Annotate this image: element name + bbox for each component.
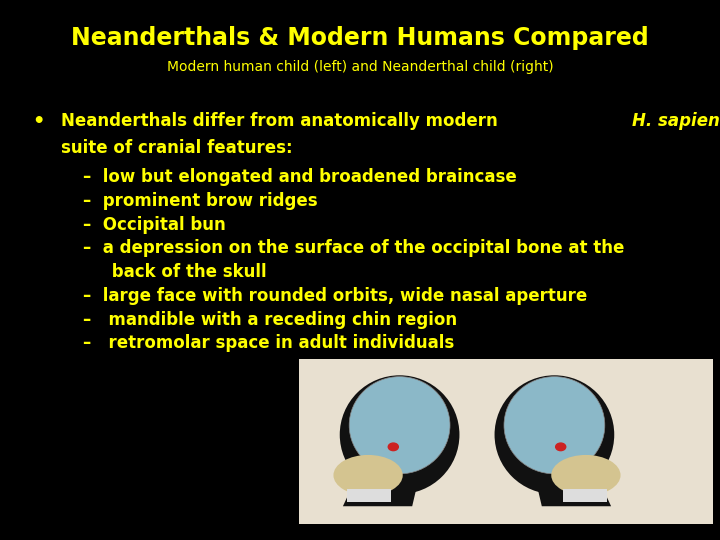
- Text: –  large face with rounded orbits, wide nasal aperture: – large face with rounded orbits, wide n…: [83, 287, 587, 305]
- Text: Modern human child (left) and Neanderthal child (right): Modern human child (left) and Neandertha…: [167, 60, 553, 74]
- Circle shape: [556, 443, 566, 450]
- Text: Neanderthals & Modern Humans Compared: Neanderthals & Modern Humans Compared: [71, 26, 649, 50]
- Ellipse shape: [504, 377, 605, 474]
- Text: suite of cranial features:: suite of cranial features:: [61, 139, 293, 157]
- Bar: [347, 489, 391, 502]
- Text: Neanderthals differ from anatomically modern: Neanderthals differ from anatomically mo…: [61, 112, 504, 131]
- Ellipse shape: [349, 377, 450, 474]
- Text: •: •: [32, 112, 45, 131]
- Text: –   mandible with a receding chin region: – mandible with a receding chin region: [83, 310, 457, 329]
- Ellipse shape: [333, 455, 402, 496]
- Ellipse shape: [340, 375, 459, 494]
- Bar: [563, 489, 608, 502]
- Text: back of the skull: back of the skull: [83, 263, 266, 281]
- Polygon shape: [343, 480, 418, 507]
- Ellipse shape: [495, 375, 614, 494]
- Ellipse shape: [552, 455, 621, 496]
- Text: –  a depression on the surface of the occipital bone at the: – a depression on the surface of the occ…: [83, 239, 624, 258]
- Text: –  Occipital bun: – Occipital bun: [83, 215, 225, 234]
- Text: –  low but elongated and broadened braincase: – low but elongated and broadened brainc…: [83, 168, 516, 186]
- Bar: [299, 359, 713, 524]
- Text: H. sapiens: H. sapiens: [632, 112, 720, 131]
- Polygon shape: [536, 480, 611, 507]
- Text: –  prominent brow ridges: – prominent brow ridges: [83, 192, 318, 210]
- Text: –   retromolar space in adult individuals: – retromolar space in adult individuals: [83, 334, 454, 353]
- Circle shape: [388, 443, 398, 450]
